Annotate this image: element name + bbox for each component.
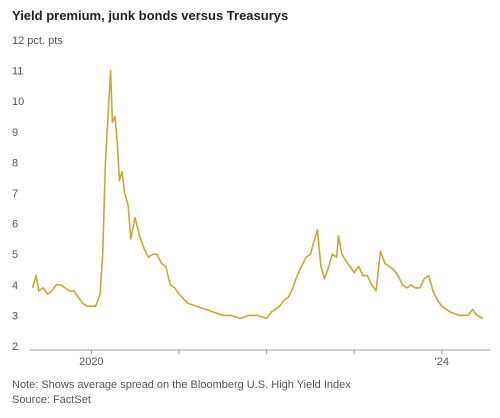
- y-tick-label: 8: [12, 157, 18, 169]
- note: Note: Shows average spread on the Bloomb…: [12, 379, 351, 391]
- y-tick-label: 9: [12, 127, 18, 139]
- x-tick-label: 2020: [79, 356, 103, 368]
- line-series: [31, 69, 484, 320]
- y-tick-label: 2: [12, 341, 18, 353]
- y-tick-label: 10: [12, 96, 24, 108]
- y-tick-label: 12 pct. pts: [12, 35, 63, 47]
- chart-title: Yield premium, junk bonds versus Treasur…: [12, 8, 288, 23]
- y-tick-label: 3: [12, 310, 18, 322]
- y-tick-label: 4: [12, 280, 18, 292]
- y-tick-label: 7: [12, 188, 18, 200]
- y-tick-label: 5: [12, 249, 18, 261]
- y-tick-label: 6: [12, 219, 18, 231]
- source: Source: FactSet: [12, 394, 91, 406]
- x-tick-label: '24: [435, 356, 449, 368]
- y-tick-label: 11: [12, 66, 23, 78]
